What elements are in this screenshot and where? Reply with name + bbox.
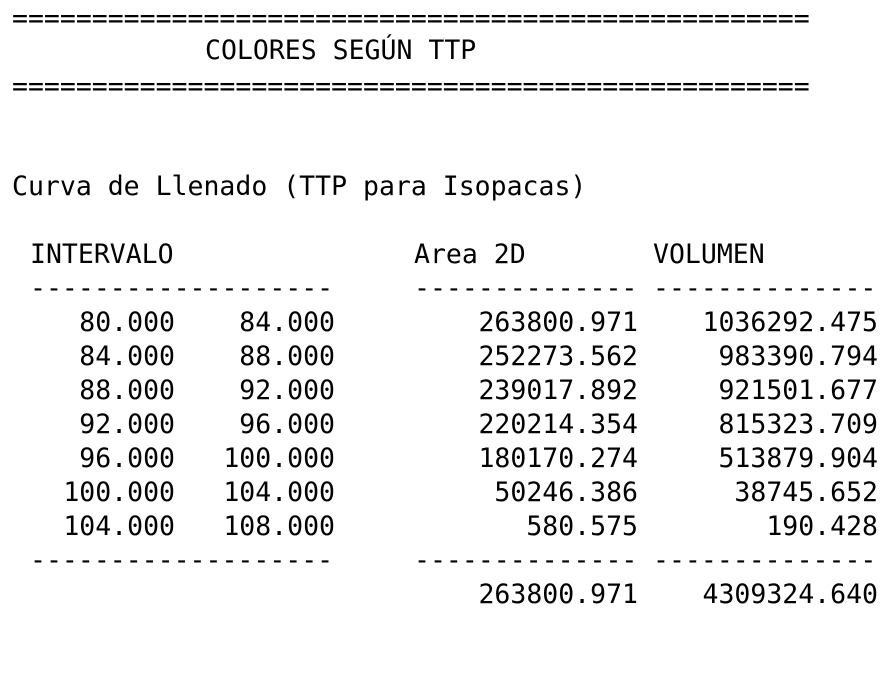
volume-value: 983390.794 [718, 341, 878, 372]
interval-from: 92.000 [79, 409, 175, 440]
area-value: 239017.892 [478, 375, 638, 406]
table-row: 92.000 96.000 220214.354 815323.709 [0, 408, 886, 442]
interval-from: 88.000 [79, 375, 175, 406]
interval-to: 108.000 [223, 511, 335, 542]
table-row: 100.000 104.000 50246.386 38745.652 [0, 476, 886, 510]
total-area: 263800.971 [478, 579, 638, 610]
interval-to: 96.000 [239, 409, 335, 440]
table-row: 80.000 84.000 263800.971 1036292.475 [0, 306, 886, 340]
interval-from: 100.000 [63, 477, 175, 508]
table-row: 88.000 92.000 239017.892 921501.677 [0, 374, 886, 408]
header-separator: ------------------- -------------- -----… [0, 272, 886, 306]
interval-from: 84.000 [79, 341, 175, 372]
interval-to: 100.000 [223, 443, 335, 474]
volume-value: 1036292.475 [702, 307, 879, 338]
volume-value: 38745.652 [734, 477, 878, 508]
area-value: 580.575 [526, 511, 638, 542]
top-rule: ========================================… [12, 3, 810, 34]
volume-value: 921501.677 [718, 375, 878, 406]
area-value: 263800.971 [478, 307, 638, 338]
totals-row: 263800.971 4309324.640 [0, 578, 886, 612]
separator-volume: -------------- [653, 545, 877, 576]
header-area: Area 2D [414, 239, 526, 270]
header-volume: VOLUMEN [653, 239, 765, 270]
area-value: 180170.274 [478, 443, 638, 474]
interval-to: 84.000 [239, 307, 335, 338]
separator-area: -------------- [414, 545, 638, 576]
interval-from: 80.000 [79, 307, 175, 338]
page-title: COLORES SEGÚN TTP [205, 35, 477, 66]
interval-from: 96.000 [79, 443, 175, 474]
table-header: INTERVALO Area 2D VOLUMEN [0, 238, 886, 272]
section-subtitle: Curva de Llenado (TTP para Isopacas) [12, 171, 587, 202]
separator-area: -------------- [414, 273, 638, 304]
separator-interval: ------------------- [30, 273, 334, 304]
interval-from: 104.000 [63, 511, 175, 542]
separator-volume: -------------- [653, 273, 877, 304]
volume-value: 190.428 [766, 511, 878, 542]
interval-to: 92.000 [239, 375, 335, 406]
table-row: 84.000 88.000 252273.562 983390.794 [0, 340, 886, 374]
volume-value: 513879.904 [718, 443, 878, 474]
table-row: 104.000 108.000 580.575 190.428 [0, 510, 886, 544]
total-volume: 4309324.640 [702, 579, 879, 610]
interval-to: 104.000 [223, 477, 335, 508]
header-interval: INTERVALO [30, 239, 174, 270]
bottom-rule: ========================================… [12, 71, 810, 102]
area-value: 50246.386 [494, 477, 638, 508]
table-row: 96.000 100.000 180170.274 513879.904 [0, 442, 886, 476]
volume-value: 815323.709 [718, 409, 878, 440]
area-value: 220214.354 [478, 409, 638, 440]
interval-to: 88.000 [239, 341, 335, 372]
footer-separator: ------------------- -------------- -----… [0, 544, 886, 578]
separator-interval: ------------------- [30, 545, 334, 576]
area-value: 252273.562 [478, 341, 638, 372]
